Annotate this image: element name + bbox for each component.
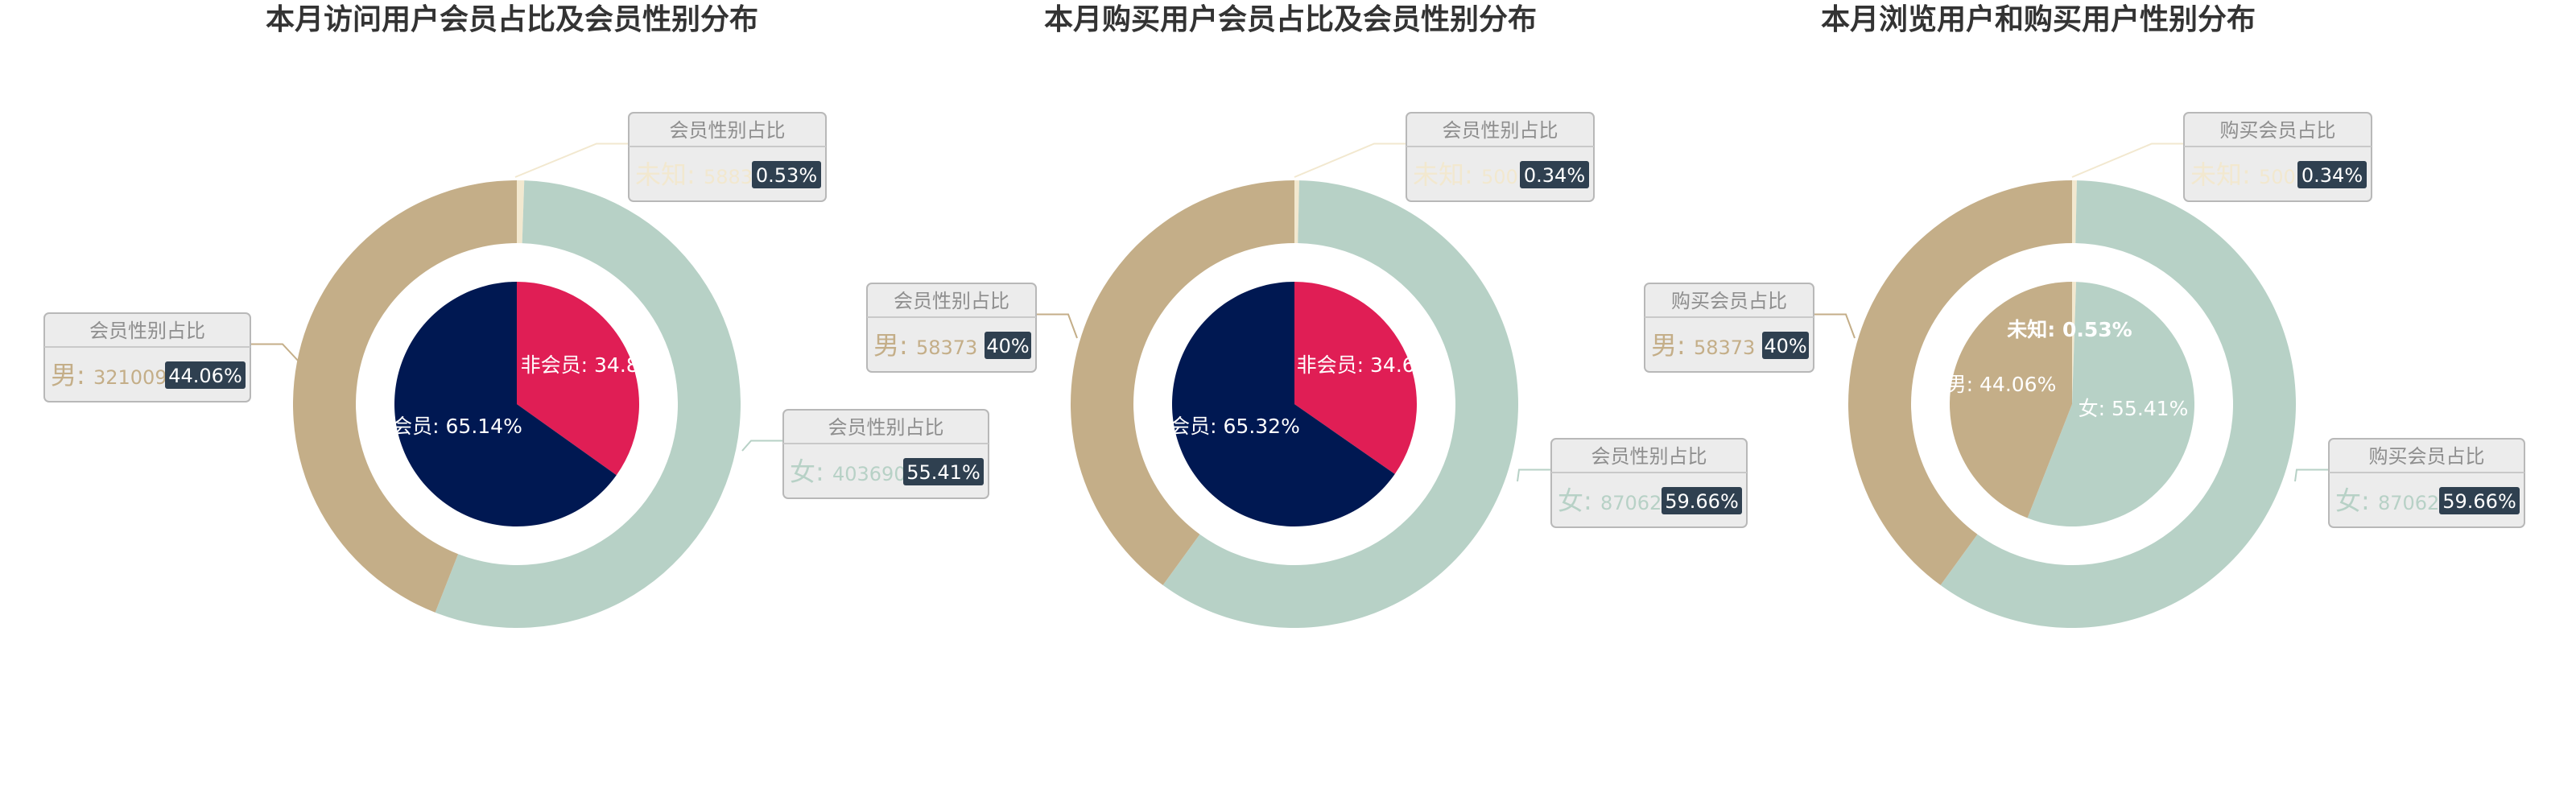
inner-slice-会员[interactable] [394,281,617,526]
percent-pill [2297,161,2367,188]
outer-slice-未知[interactable] [1294,180,1299,244]
outer-slice-女[interactable] [1940,180,2296,628]
percent-label: 0.34% [2301,164,2363,187]
percent-pill [1662,487,1742,514]
percent-pill [2439,487,2520,514]
callout-name-value: 女: 87062 [2335,485,2439,516]
callout-title: 购买会员占比 [2220,119,2336,142]
callout-leader-line [741,440,783,452]
inner-slice-label: 未知: 0.53% [2007,318,2132,341]
callout-title: 购买会员占比 [1671,290,1787,312]
callout-name-value: 男: 58373 [873,330,977,361]
percent-label: 59.66% [2442,490,2516,513]
callout-title: 会员性别占比 [89,320,205,342]
percent-label: 40% [986,335,1029,357]
percent-label: 0.53% [756,164,817,187]
callout-name-value: 未知: 500 [1413,159,1518,190]
callout-name-value: 未知: 5883 [635,159,753,190]
callout-title: 会员性别占比 [1591,445,1707,468]
callout-name-value: 女: 403690 [790,456,906,487]
inner-slice-男[interactable] [1950,282,2072,518]
percent-label: 59.66% [1665,490,1739,513]
inner-slice-女[interactable] [2027,282,2195,527]
inner-slice-label: 女: 55.41% [2079,397,2189,420]
callout-leader-line [1814,313,1856,339]
outer-slice-男[interactable] [1847,180,2072,585]
outer-slice-未知[interactable] [2072,180,2077,244]
percent-label: 55.41% [906,461,980,484]
outer-slice-未知[interactable] [517,180,525,244]
percent-pill [1762,332,1809,359]
callout-name-value: 男: 321009 [51,360,167,390]
inner-slice-label: 男: 44.06% [1946,373,2057,396]
percent-label: 0.34% [1524,164,1585,187]
chart-title: 本月访问用户会员占比及会员性别分布 [266,3,758,36]
callout-leader-line [2071,142,2184,178]
chart-title: 本月浏览用户和购买用户性别分布 [1821,3,2256,36]
callout-name-value: 女: 87062 [1558,485,1662,516]
outer-slice-男[interactable] [293,180,517,613]
inner-slice-label: 非会员: 34.86% [521,353,671,377]
inner-slice-label: 会员: 65.14% [392,415,522,438]
percent-label: 44.06% [168,365,242,387]
percent-pill [752,161,821,188]
callout-leader-line [1517,469,1551,482]
chart-title: 本月购买用户会员占比及会员性别分布 [1044,3,1537,36]
inner-slice-label: 会员: 65.32% [1170,415,1300,438]
percent-pill [1520,161,1589,188]
callout-title: 会员性别占比 [670,119,786,142]
callout-leader-line [250,343,300,363]
percent-label: 40% [1764,335,1806,357]
outer-slice-女[interactable] [1162,180,1519,629]
callout-leader-line [1036,313,1078,339]
inner-slice-label: 非会员: 34.68% [1297,353,1447,377]
inner-slice-非会员[interactable] [517,282,639,476]
callout-title: 会员性别占比 [828,416,944,439]
callout-name-value: 未知: 500 [2190,159,2296,190]
percent-pill [903,458,984,485]
callout-name-value: 男: 58373 [1651,330,1755,361]
outer-slice-女[interactable] [435,180,741,629]
outer-slice-男[interactable] [1071,180,1294,585]
callout-leader-line [514,142,629,178]
callout-title: 会员性别占比 [1443,119,1558,142]
inner-slice-非会员[interactable] [1294,282,1417,474]
percent-pill [165,361,246,389]
callout-leader-line [1294,142,1406,178]
callout-title: 购买会员占比 [2369,445,2485,468]
inner-slice-会员[interactable] [1172,282,1395,526]
callout-leader-line [2294,469,2329,482]
inner-slice-未知[interactable] [2072,282,2077,404]
percent-pill [985,332,1031,359]
callout-title: 会员性别占比 [894,290,1009,312]
